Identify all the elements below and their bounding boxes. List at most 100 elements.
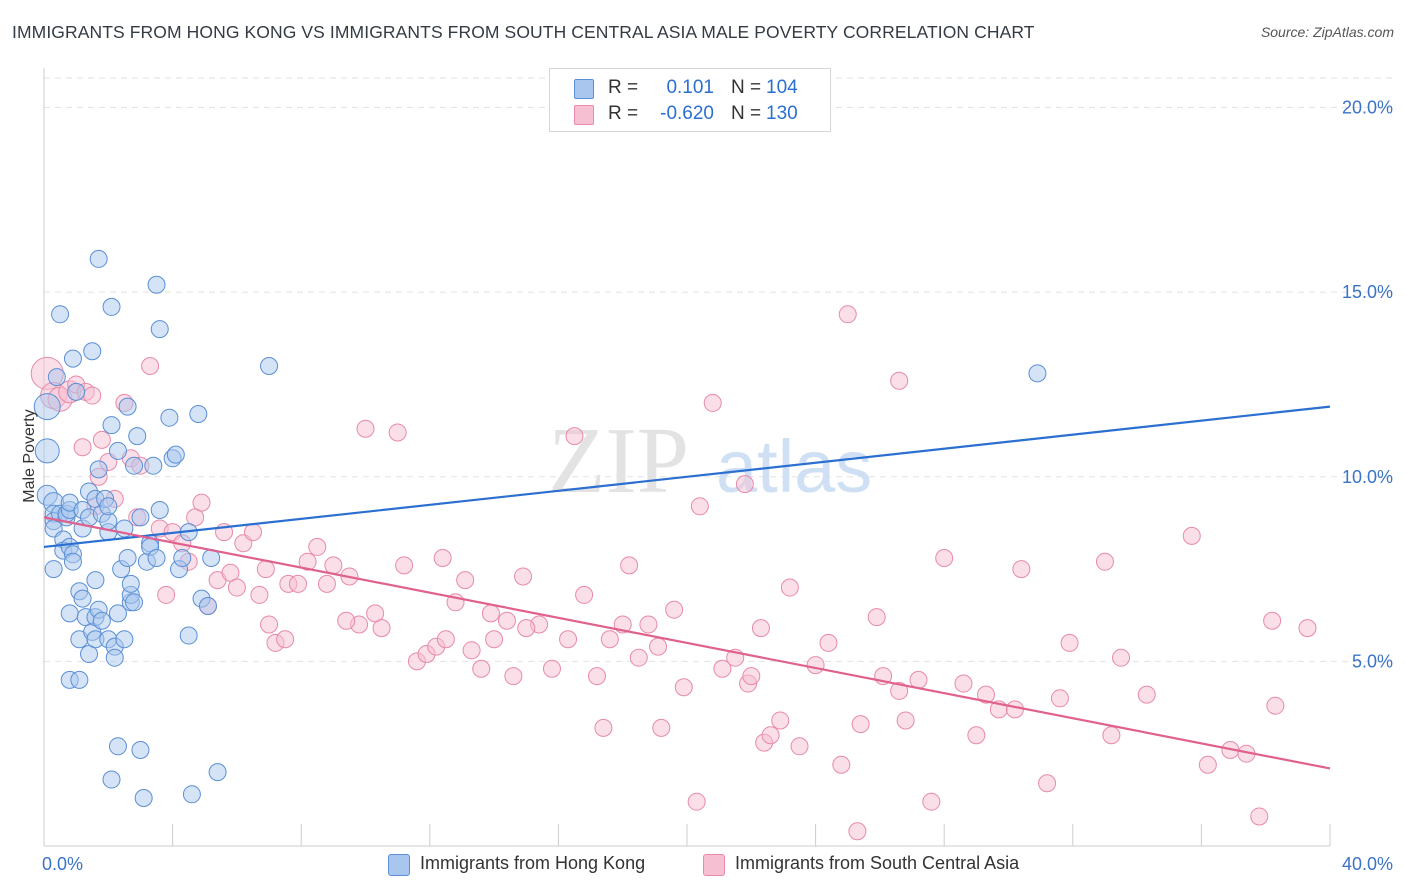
data-point (173, 549, 192, 567)
data-point (372, 619, 391, 638)
data-point (134, 789, 153, 807)
data-point (128, 427, 147, 446)
data-point (504, 667, 523, 686)
data-point (890, 371, 909, 390)
data-point (324, 556, 343, 575)
series-hong-kong (33, 249, 1047, 807)
data-point (652, 718, 671, 737)
data-point (967, 726, 986, 745)
data-point (649, 637, 668, 656)
data-point (436, 630, 455, 649)
y-tick-label: 15.0% (1342, 282, 1393, 302)
legend-swatch-pink (574, 105, 594, 125)
trend-lines (43, 405, 1331, 770)
data-point (600, 630, 619, 649)
data-point (83, 386, 102, 405)
data-point (629, 648, 648, 667)
chart-title: IMMIGRANTS FROM HONG KONG VS IMMIGRANTS … (12, 22, 1035, 42)
data-point (838, 305, 857, 324)
data-point (44, 560, 63, 579)
data-point (227, 578, 246, 597)
legend-r-value: 0.101 (666, 77, 714, 98)
data-point (922, 792, 941, 811)
legend-n-value: 130 (766, 103, 798, 124)
data-point (703, 393, 722, 412)
data-point (47, 368, 66, 387)
data-point (63, 552, 82, 571)
data-point (182, 785, 201, 804)
data-point (99, 497, 118, 516)
data-point (1137, 685, 1156, 704)
data-point (481, 604, 500, 623)
data-point (742, 667, 761, 686)
data-point (832, 755, 851, 774)
data-point (620, 556, 639, 575)
data-point (690, 497, 709, 516)
legend-row-south-central-asia: R = -0.620 N = 130 (550, 101, 830, 127)
data-point (1102, 726, 1121, 745)
data-point (51, 305, 70, 324)
data-point (70, 670, 89, 689)
grid-lines (44, 77, 1392, 662)
data-point (67, 382, 86, 401)
data-point (665, 600, 684, 619)
data-point (356, 419, 375, 438)
x-tick-label-max: 40.0% (1342, 854, 1393, 874)
data-point (102, 416, 121, 435)
data-point (565, 427, 584, 446)
data-point (308, 537, 327, 556)
data-point (735, 475, 754, 494)
data-point (125, 456, 144, 475)
data-point (192, 493, 211, 512)
data-point (86, 571, 105, 590)
legend-n-value: 104 (766, 77, 798, 98)
data-point (514, 567, 533, 586)
data-point (166, 445, 185, 464)
data-point (890, 681, 909, 700)
data-point (1263, 611, 1282, 630)
trend-line-hong-kong (43, 405, 1331, 549)
bottom-legend-hong-kong: Immigrants from Hong Kong (388, 852, 688, 878)
data-point (317, 574, 336, 593)
data-point (517, 619, 536, 638)
watermark-atlas: atlas (716, 425, 872, 508)
y-tick-label: 20.0% (1342, 98, 1393, 118)
data-point (674, 678, 693, 697)
data-point (485, 630, 504, 649)
correlation-legend: R = 0.101 N = 104 R = -0.620 N = 130 (549, 68, 831, 132)
data-point (751, 619, 770, 638)
y-tick-label: 10.0% (1342, 467, 1393, 487)
data-point (250, 585, 269, 604)
data-point (1266, 696, 1285, 715)
data-point (141, 357, 160, 375)
data-point (276, 630, 295, 649)
data-point (160, 408, 179, 427)
source-label: Source: ZipAtlas.com (1260, 24, 1394, 40)
x-tick-label-min: 0.0% (42, 854, 83, 874)
data-point (118, 397, 137, 416)
data-point (63, 349, 82, 368)
data-point (780, 578, 799, 597)
data-point (559, 630, 578, 649)
data-point (256, 560, 275, 579)
data-point (497, 611, 516, 630)
data-point (121, 574, 140, 593)
data-point (260, 357, 279, 375)
data-point (909, 670, 928, 689)
data-point (73, 438, 92, 457)
legend-r-label: R = (608, 77, 639, 98)
data-point (1028, 364, 1047, 383)
bottom-legend-label: Immigrants from Hong Kong (420, 853, 646, 873)
data-point (388, 423, 407, 442)
data-point (1298, 619, 1317, 638)
data-point (102, 297, 121, 316)
data-point (60, 604, 79, 623)
data-point (147, 549, 166, 567)
legend-n-label: N = (731, 77, 762, 98)
data-point (115, 630, 134, 649)
data-point (771, 711, 790, 730)
data-point (108, 604, 127, 623)
data-point (896, 711, 915, 730)
data-point (848, 822, 867, 841)
